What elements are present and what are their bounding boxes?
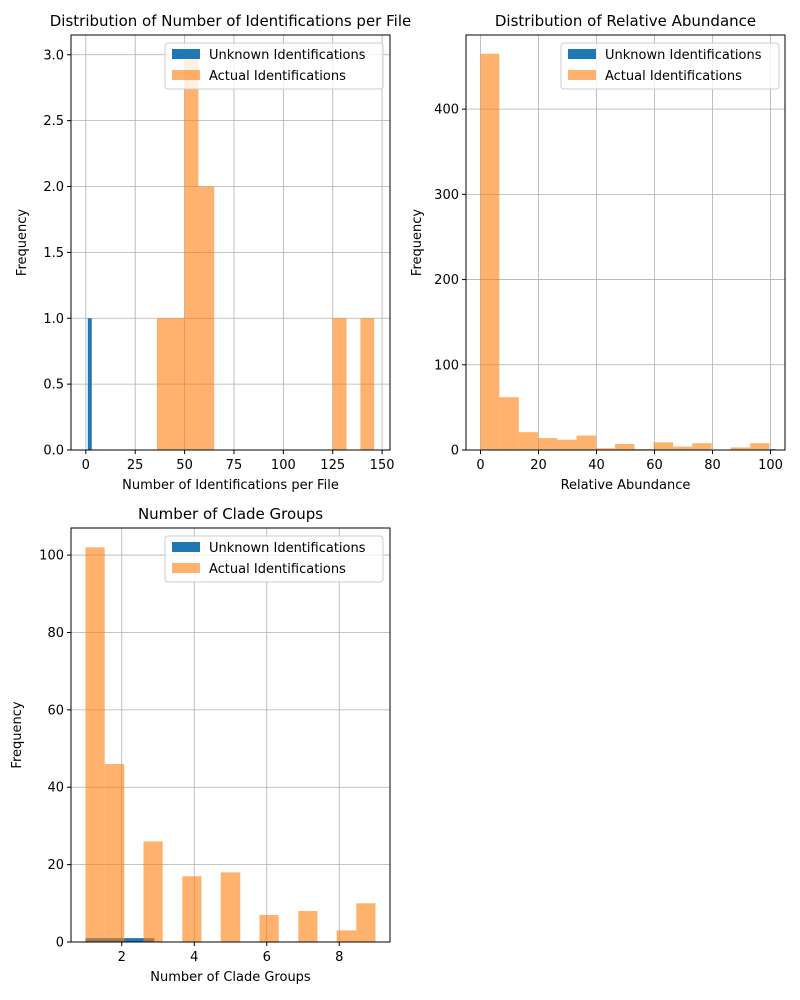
bar-actual-identifications bbox=[182, 876, 202, 942]
x-tick-label: 4 bbox=[190, 950, 198, 965]
bar-actual-identifications bbox=[595, 448, 616, 450]
chart-panel-1: 0 25 50 75 100 125 150 0.0 0.5 1.0 1.5 2.0 2.5 3.0 Dis… bbox=[15, 12, 411, 493]
chart-panel-2: 0 20 40 60 80 100 0 100 200 300 400 Distribution of… bbox=[410, 12, 786, 493]
bar-unknown-identifications bbox=[87, 318, 92, 450]
bar-actual-identifications bbox=[259, 914, 279, 942]
bar-actual-identifications bbox=[85, 547, 105, 942]
axes-frame bbox=[70, 34, 391, 451]
legend: Unknown Identifications Actual Identifica… bbox=[164, 42, 384, 90]
legend-swatch-actual bbox=[172, 563, 200, 573]
y-axis-label: Frequency bbox=[410, 209, 425, 276]
bar-actual-identifications bbox=[104, 764, 125, 942]
bar-actual-identifications bbox=[518, 432, 538, 450]
y-tick-label: 1.0 bbox=[43, 312, 64, 327]
legend-label: Unknown Identifications bbox=[605, 48, 762, 63]
legend: Unknown Identifications Actual Identifica… bbox=[560, 42, 780, 90]
y-tick-label: 100 bbox=[434, 358, 459, 373]
y-tick-label: 100 bbox=[39, 549, 64, 564]
bar-actual-identifications bbox=[557, 439, 577, 450]
x-tick-label: 0 bbox=[476, 458, 484, 473]
y-tick-label: 40 bbox=[47, 781, 64, 796]
bar-actual-identifications bbox=[499, 397, 519, 450]
bar-actual-identifications bbox=[730, 447, 751, 450]
bar-actual-identifications bbox=[184, 54, 199, 451]
x-axis-label: Number of Clade Groups bbox=[150, 970, 311, 985]
x-tick-label: 8 bbox=[335, 950, 343, 965]
x-tick-label: 75 bbox=[226, 458, 243, 473]
y-tick-label: 0 bbox=[56, 936, 64, 951]
x-tick-label: 100 bbox=[271, 458, 296, 473]
bar-actual-identifications bbox=[332, 318, 347, 450]
y-tick-label: 3.0 bbox=[43, 48, 64, 63]
legend-label: Actual Identifications bbox=[605, 69, 742, 84]
x-axis-label: Relative Abundance bbox=[561, 478, 691, 493]
legend: Unknown Identifications Actual Identifica… bbox=[164, 535, 384, 583]
y-tick-label: 400 bbox=[434, 103, 459, 118]
legend-swatch-actual bbox=[172, 70, 200, 80]
legend-label: Unknown Identifications bbox=[209, 48, 366, 63]
bar-actual-identifications bbox=[336, 930, 357, 942]
chart-title: Distribution of Number of Identification… bbox=[50, 12, 411, 30]
legend-swatch-unknown bbox=[568, 49, 596, 59]
x-tick-label: 2 bbox=[118, 950, 126, 965]
legend-label: Actual Identifications bbox=[209, 562, 346, 577]
bar-actual-identifications bbox=[198, 186, 215, 450]
bar-actual-identifications bbox=[156, 318, 185, 450]
y-tick-label: 0.5 bbox=[43, 378, 64, 393]
y-axis-label: Frequency bbox=[15, 209, 30, 276]
bar-actual-identifications bbox=[750, 443, 770, 450]
y-tick-label: 1.5 bbox=[43, 246, 64, 261]
bar-unknown-identifications bbox=[125, 938, 155, 942]
y-tick-label: 300 bbox=[434, 188, 459, 203]
y-axis-label: Frequency bbox=[10, 701, 25, 768]
bar-actual-identifications bbox=[537, 438, 558, 450]
x-tick-label: 125 bbox=[320, 458, 345, 473]
legend-swatch-unknown bbox=[172, 542, 200, 552]
chart-title: Distribution of Relative Abundance bbox=[495, 12, 756, 30]
y-tick-label: 0.0 bbox=[43, 444, 64, 459]
x-axis-label: Number of Identifications per File bbox=[122, 478, 339, 493]
bar-actual-identifications bbox=[673, 446, 693, 450]
legend-box bbox=[164, 42, 384, 90]
axes-frame bbox=[465, 34, 786, 451]
axes-frame bbox=[70, 527, 391, 943]
x-tick-label: 100 bbox=[758, 458, 783, 473]
bar-actual-identifications bbox=[356, 903, 376, 942]
x-tick-label: 50 bbox=[176, 458, 193, 473]
bar-actual-identifications bbox=[653, 442, 674, 450]
bar-actual-identifications bbox=[298, 911, 318, 942]
y-tick-label: 2.5 bbox=[43, 114, 64, 129]
legend-label: Actual Identifications bbox=[209, 69, 346, 84]
x-tick-label: 60 bbox=[646, 458, 663, 473]
bar-actual-identifications bbox=[615, 444, 635, 450]
bar-actual-identifications bbox=[692, 443, 712, 450]
y-tick-label: 60 bbox=[47, 703, 64, 718]
legend-swatch-unknown bbox=[172, 49, 200, 59]
legend-label: Unknown Identifications bbox=[209, 541, 366, 556]
x-tick-label: 25 bbox=[127, 458, 144, 473]
x-tick-label: 6 bbox=[263, 950, 271, 965]
x-tick-label: 20 bbox=[530, 458, 547, 473]
y-tick-label: 80 bbox=[47, 626, 64, 641]
bar-actual-identifications bbox=[360, 318, 375, 450]
x-tick-label: 0 bbox=[82, 458, 90, 473]
chart-title: Number of Clade Groups bbox=[138, 505, 323, 523]
x-tick-label: 80 bbox=[704, 458, 721, 473]
x-tick-label: 150 bbox=[370, 458, 395, 473]
bar-actual-identifications bbox=[220, 872, 241, 942]
y-tick-label: 20 bbox=[47, 858, 64, 873]
y-tick-label: 200 bbox=[434, 273, 459, 288]
legend-swatch-actual bbox=[568, 70, 596, 80]
bar-actual-identifications bbox=[576, 435, 596, 450]
legend-box bbox=[164, 535, 384, 583]
y-tick-label: 2.0 bbox=[43, 180, 64, 195]
y-tick-label: 0 bbox=[451, 444, 459, 459]
legend-box bbox=[560, 42, 780, 90]
x-tick-label: 40 bbox=[588, 458, 605, 473]
bar-actual-identifications bbox=[480, 53, 500, 450]
bar-actual-identifications bbox=[143, 841, 163, 942]
